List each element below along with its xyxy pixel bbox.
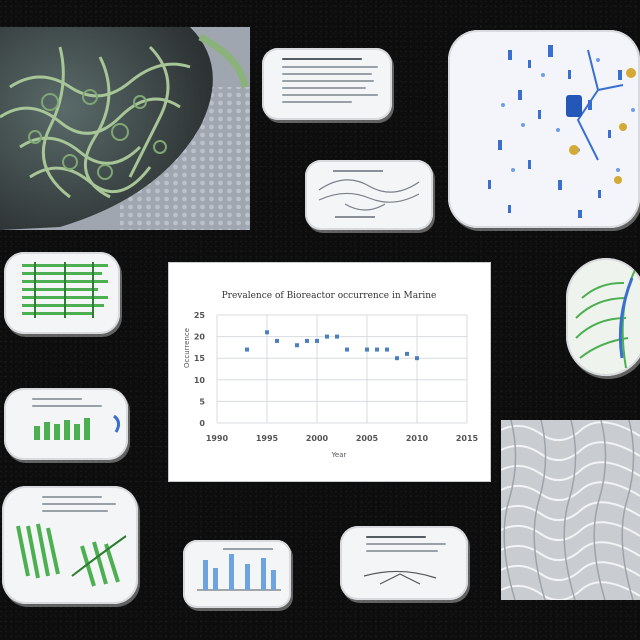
- x-tick-label: 2000: [306, 434, 329, 443]
- leaf-vein-circle: [566, 258, 640, 376]
- bar-graph-card: [183, 540, 291, 608]
- data-point: [405, 351, 409, 356]
- diagram-note-card: [305, 160, 433, 230]
- x-tick-label: 2015: [456, 434, 479, 443]
- data-point: [315, 338, 319, 343]
- data-point: [395, 356, 399, 361]
- data-point: [295, 343, 299, 348]
- y-axis-label: Occurrence: [183, 328, 191, 368]
- data-point: [305, 338, 309, 343]
- scatter-chart-panel: Prevalence of Bioreactor occurrence in M…: [168, 262, 491, 482]
- y-tick-label: 5: [199, 397, 205, 406]
- y-tick-label: 15: [194, 354, 206, 363]
- data-point: [275, 338, 279, 343]
- x-tick-label: 1990: [206, 434, 229, 443]
- x-tick-label: 1995: [256, 434, 279, 443]
- data-point: [415, 356, 419, 361]
- x-axis-label: Year: [331, 451, 347, 459]
- data-point: [265, 330, 269, 335]
- data-point: [245, 347, 249, 352]
- data-point: [365, 347, 369, 352]
- data-point: [345, 347, 349, 352]
- data-point: [325, 334, 329, 339]
- y-tick-label: 20: [194, 333, 206, 342]
- cell-network-micrograph: [0, 27, 250, 230]
- data-point: [335, 334, 339, 339]
- fiber-texture-panel: [501, 420, 640, 600]
- data-point: [375, 347, 379, 352]
- y-tick-label: 10: [194, 376, 206, 385]
- data-point: [385, 347, 389, 352]
- chart-title: Prevalence of Bioreactor occurrence in M…: [221, 291, 437, 301]
- protein-structure-card: [2, 486, 138, 604]
- y-tick-label: 0: [199, 419, 205, 428]
- text-note-card: [262, 48, 392, 120]
- bar-chart-card: [4, 388, 128, 460]
- y-tick-label: 25: [194, 311, 206, 320]
- x-tick-label: 2005: [356, 434, 379, 443]
- molecule-illustration: [448, 30, 640, 228]
- line-plot-card: [340, 526, 468, 600]
- x-tick-label: 2010: [406, 434, 429, 443]
- green-bar-card: [4, 252, 120, 334]
